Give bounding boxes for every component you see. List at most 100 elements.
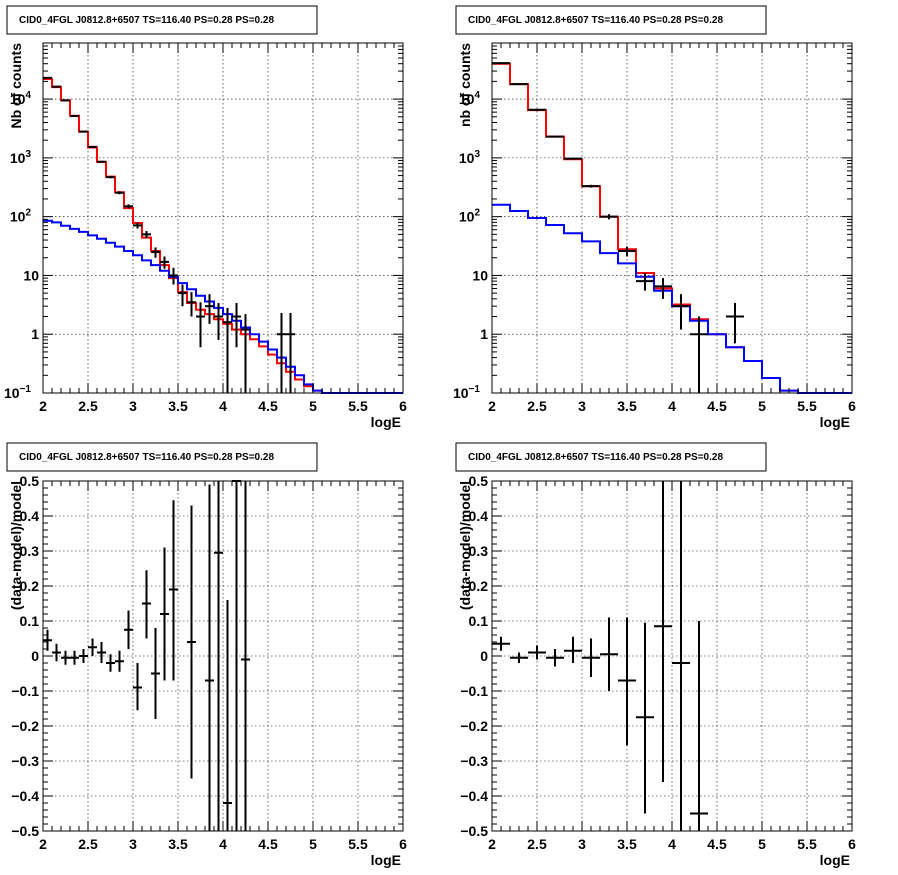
- y-tick-label: −0.3: [460, 753, 488, 769]
- data-point: [600, 617, 618, 691]
- data-point: [106, 176, 115, 179]
- data-point: [196, 302, 205, 348]
- data-point: [79, 649, 88, 663]
- data-point: [151, 628, 160, 719]
- y-tick-label: 1: [31, 326, 39, 342]
- data-point: [43, 629, 52, 651]
- data-point: [564, 157, 582, 160]
- x-tick-label: 3: [578, 398, 586, 414]
- data-point: [636, 622, 654, 814]
- x-tick-label: 4.5: [707, 836, 727, 852]
- x-tick-label: 2: [39, 836, 47, 852]
- tick-marks: [42, 43, 404, 394]
- data-point: [70, 115, 79, 118]
- y-tick-label: 0.1: [469, 613, 489, 629]
- y-tick-label: −0.2: [460, 718, 488, 734]
- y-tick-label: −0.2: [11, 718, 39, 734]
- data-point: [88, 145, 97, 148]
- x-tick-label: 3: [129, 398, 137, 414]
- data-point: [124, 610, 133, 649]
- tick-labels: 2 2.5 3 3.5 4 4.5 5 5.5 6 −0.5 −0.4 −0.3 −0.2 −0.1 0 0.…: [460, 473, 856, 852]
- y-tick-label: −0.1: [460, 683, 488, 699]
- data-point: [582, 184, 600, 188]
- data-point: [726, 302, 744, 344]
- y-axis-title: Nb of counts: [8, 43, 24, 129]
- x-tick-label: 6: [399, 398, 407, 414]
- data-point: [142, 570, 151, 639]
- data-point: [582, 638, 600, 677]
- x-tick-label: 5.5: [797, 836, 817, 852]
- y-tick-label: 0: [31, 648, 39, 664]
- y-axis-title: nb of counts: [457, 43, 473, 127]
- series-layer: [43, 480, 250, 831]
- x-tick-label: 4: [219, 836, 227, 852]
- x-tick-label: 5: [758, 398, 766, 414]
- panel-title-box: CID0_4FGL J0812.8+6507 TS=116.40 PS=0.28…: [6, 442, 318, 472]
- data-point: [510, 652, 528, 663]
- panel-title: CID0_4FGL J0812.8+6507 TS=116.40 PS=0.28…: [468, 452, 723, 463]
- x-tick-label: 3: [578, 836, 586, 852]
- series-layer: [492, 481, 708, 831]
- series-layer: [492, 62, 852, 394]
- x-tick-label: 4: [668, 836, 676, 852]
- data-point: [528, 645, 546, 660]
- tick-marks: [491, 43, 853, 394]
- y-tick-label: 0.3: [469, 543, 489, 559]
- data-point: [618, 617, 636, 746]
- data-point: [151, 247, 160, 258]
- data-point: [546, 649, 564, 667]
- x-tick-label: 5: [309, 398, 317, 414]
- data-point: [654, 481, 672, 782]
- grid-lines: [492, 481, 852, 831]
- x-tick-label: 2.5: [527, 398, 547, 414]
- data-point: [654, 278, 672, 299]
- panel-bottom-right: CID0_4FGL J0812.8+6507 TS=116.40 PS=0.28…: [455, 442, 856, 868]
- data-point: [160, 547, 169, 681]
- data-point: [169, 267, 178, 285]
- data-point: [223, 307, 232, 393]
- x-tick-label: 4: [219, 398, 227, 414]
- grid-lines: [492, 43, 852, 393]
- x-tick-label: 5.5: [348, 398, 368, 414]
- panel-top-left: CID0_4FGL J0812.8+6507 TS=116.40 PS=0.28…: [4, 5, 407, 430]
- data-point: [214, 481, 223, 831]
- y-axis-title: (data-model)/model: [8, 481, 24, 610]
- data-point: [223, 600, 232, 831]
- data-point: [232, 302, 241, 348]
- panel-title-box: CID0_4FGL J0812.8+6507 TS=116.40 PS=0.28…: [455, 442, 767, 472]
- x-tick-label: 3.5: [168, 398, 188, 414]
- y-tick-label: 0.5: [469, 473, 489, 489]
- title-frame: [455, 442, 767, 472]
- y-tick-label: 0.2: [469, 578, 489, 594]
- panel-top-right: CID0_4FGL J0812.8+6507 TS=116.40 PS=0.28…: [453, 5, 856, 430]
- x-tick-label: 3.5: [617, 836, 637, 852]
- data-point: [52, 85, 61, 88]
- x-tick-label: 6: [848, 398, 856, 414]
- data-point: [142, 231, 151, 239]
- panel-bottom-left: CID0_4FGL J0812.8+6507 TS=116.40 PS=0.28…: [6, 442, 407, 868]
- x-tick-label: 5: [758, 836, 766, 852]
- data-point: [205, 294, 214, 324]
- data-point: [241, 314, 250, 393]
- data-point: [528, 108, 546, 111]
- x-tick-label: 3.5: [168, 836, 188, 852]
- data-point: [205, 484, 214, 831]
- x-axis-title: logE: [820, 414, 850, 430]
- grid-lines: [43, 481, 403, 831]
- x-tick-label: 2.5: [78, 398, 98, 414]
- y-tick-label: −0.1: [11, 683, 39, 699]
- data-point: [672, 294, 690, 330]
- data-point: [178, 284, 187, 307]
- data-point: [241, 481, 250, 831]
- data-point: [690, 621, 708, 831]
- x-tick-label: 2: [39, 398, 47, 414]
- y-tick-label: 0.5: [20, 473, 40, 489]
- data-point: [124, 204, 133, 209]
- data-point: [115, 191, 124, 195]
- y-tick-label: 0.4: [20, 508, 40, 524]
- data-point: [169, 500, 178, 681]
- title-frame: [6, 5, 318, 35]
- title-frame: [6, 442, 318, 472]
- data-point: [277, 312, 286, 393]
